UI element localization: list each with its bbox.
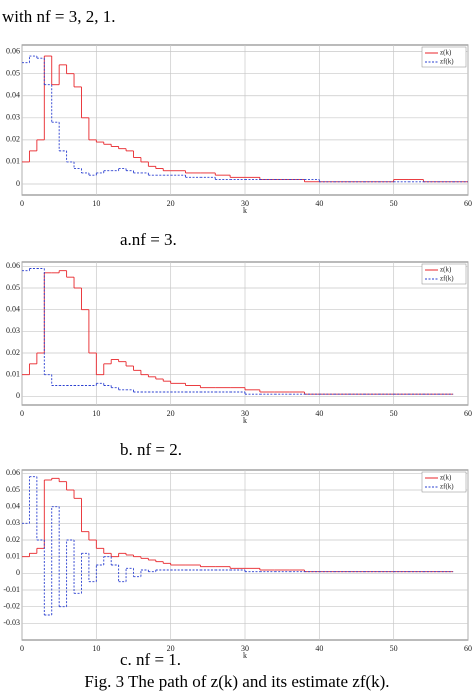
x-tick-label: 50 bbox=[390, 409, 398, 418]
legend-label: z(k) bbox=[440, 49, 452, 57]
y-tick-label: 0.03 bbox=[6, 113, 20, 122]
x-tick-label: 20 bbox=[167, 409, 175, 418]
x-tick-label: 40 bbox=[315, 199, 323, 208]
y-tick-label: 0 bbox=[16, 391, 20, 400]
y-tick-label: 0.06 bbox=[6, 468, 20, 477]
y-tick-label: 0.05 bbox=[6, 283, 20, 292]
figure-caption: Fig. 3 The path of z(k) and its estimate… bbox=[84, 672, 389, 691]
legend-label: z(k) bbox=[440, 266, 452, 274]
y-tick-label: 0.03 bbox=[6, 518, 20, 527]
y-tick-label: 0.01 bbox=[6, 369, 20, 378]
x-tick-label: 0 bbox=[20, 409, 24, 418]
x-tick-label: 10 bbox=[92, 199, 100, 208]
y-tick-label: -0.03 bbox=[3, 618, 20, 627]
y-tick-label: 0.02 bbox=[6, 348, 20, 357]
y-tick-label: 0.05 bbox=[6, 485, 20, 494]
legend-label: zf(k) bbox=[440, 483, 454, 491]
x-tick-label: 40 bbox=[315, 644, 323, 653]
y-tick-label: 0 bbox=[16, 179, 20, 188]
y-tick-label: 0.04 bbox=[6, 501, 20, 510]
legend-label: zf(k) bbox=[440, 58, 454, 66]
legend-label: zf(k) bbox=[440, 275, 454, 283]
y-tick-label: 0.06 bbox=[6, 261, 20, 270]
x-tick-label: 0 bbox=[20, 199, 24, 208]
legend-label: z(k) bbox=[440, 474, 452, 482]
chart-caption: a.nf = 3. bbox=[120, 230, 177, 249]
chart-caption: c. nf = 1. bbox=[120, 650, 181, 669]
x-tick-label: 20 bbox=[167, 644, 175, 653]
y-tick-label: 0 bbox=[16, 568, 20, 577]
y-tick-label: 0.02 bbox=[6, 135, 20, 144]
y-tick-label: 0.02 bbox=[6, 535, 20, 544]
x-tick-label: 50 bbox=[390, 199, 398, 208]
x-tick-label: 60 bbox=[464, 409, 472, 418]
x-tick-label: 60 bbox=[464, 644, 472, 653]
y-tick-label: 0.04 bbox=[6, 91, 20, 100]
y-tick-label: 0.06 bbox=[6, 46, 20, 55]
x-tick-label: 40 bbox=[315, 409, 323, 418]
x-tick-label: 10 bbox=[92, 409, 100, 418]
x-axis-label: k bbox=[243, 651, 247, 660]
x-tick-label: 20 bbox=[167, 199, 175, 208]
x-tick-label: 30 bbox=[241, 644, 249, 653]
x-tick-label: 50 bbox=[390, 644, 398, 653]
x-tick-label: 30 bbox=[241, 409, 249, 418]
x-axis-label: k bbox=[243, 416, 247, 425]
x-axis-label: k bbox=[243, 206, 247, 215]
y-tick-label: 0.01 bbox=[6, 551, 20, 560]
y-tick-label: -0.02 bbox=[3, 601, 20, 610]
x-tick-label: 10 bbox=[92, 644, 100, 653]
y-tick-label: 0.01 bbox=[6, 157, 20, 166]
x-tick-label: 30 bbox=[241, 199, 249, 208]
y-tick-label: 0.03 bbox=[6, 326, 20, 335]
y-tick-label: -0.01 bbox=[3, 585, 20, 594]
x-tick-label: 60 bbox=[464, 199, 472, 208]
chart-caption: b. nf = 2. bbox=[120, 440, 182, 459]
header-text: with nf = 3, 2, 1. bbox=[2, 7, 115, 26]
x-tick-label: 0 bbox=[20, 644, 24, 653]
y-tick-label: 0.04 bbox=[6, 304, 20, 313]
y-tick-label: 0.05 bbox=[6, 69, 20, 78]
